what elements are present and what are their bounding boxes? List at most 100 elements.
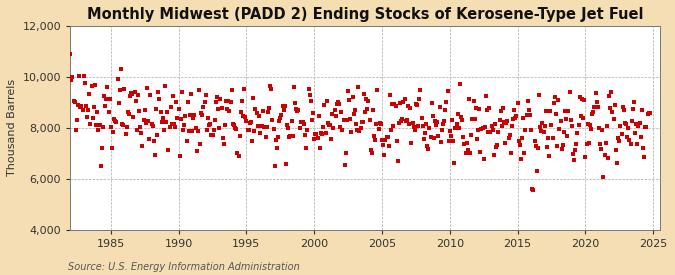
Point: [320, 131, 331, 135]
Point: [382, 135, 393, 140]
Point: [240, 114, 250, 119]
Point: [163, 148, 174, 153]
Point: [283, 126, 294, 131]
Point: [588, 110, 599, 115]
Point: [236, 109, 246, 114]
Point: [435, 139, 446, 144]
Point: [486, 124, 497, 128]
Point: [418, 136, 429, 141]
Point: [198, 104, 209, 109]
Point: [383, 144, 394, 148]
Point: [447, 118, 458, 122]
Point: [110, 119, 121, 123]
Point: [232, 151, 243, 155]
Point: [412, 103, 423, 107]
Point: [296, 120, 307, 124]
Point: [580, 155, 591, 159]
Point: [506, 151, 516, 155]
Point: [316, 131, 327, 135]
Point: [350, 122, 361, 126]
Point: [318, 125, 329, 130]
Point: [243, 128, 254, 132]
Point: [368, 108, 379, 112]
Point: [360, 97, 371, 101]
Point: [291, 107, 302, 111]
Point: [437, 122, 448, 127]
Point: [249, 129, 260, 134]
Point: [197, 113, 208, 117]
Point: [524, 113, 535, 118]
Point: [78, 74, 89, 78]
Point: [99, 94, 109, 98]
Point: [474, 106, 485, 111]
Point: [72, 118, 82, 123]
Point: [153, 90, 163, 95]
Point: [409, 128, 420, 132]
Point: [214, 126, 225, 131]
Point: [344, 98, 354, 102]
Point: [340, 163, 350, 167]
Point: [315, 145, 325, 150]
Point: [439, 119, 450, 123]
Point: [256, 124, 267, 129]
Point: [457, 118, 468, 122]
Point: [333, 102, 344, 106]
Point: [536, 129, 547, 133]
Point: [66, 78, 77, 82]
Point: [454, 82, 465, 87]
Point: [140, 121, 151, 126]
Point: [84, 91, 95, 96]
Point: [146, 121, 157, 126]
Point: [371, 122, 382, 126]
Point: [578, 116, 589, 120]
Point: [562, 134, 572, 138]
Point: [622, 135, 632, 139]
Point: [230, 125, 240, 130]
Point: [633, 124, 644, 128]
Point: [85, 122, 96, 127]
Point: [184, 112, 195, 117]
Point: [273, 135, 284, 139]
Point: [311, 132, 322, 137]
Point: [187, 128, 198, 133]
Point: [373, 127, 384, 131]
Point: [431, 123, 441, 128]
Point: [487, 128, 498, 133]
Point: [377, 138, 387, 142]
Point: [128, 115, 139, 119]
Point: [452, 112, 463, 116]
Point: [269, 164, 280, 169]
Point: [86, 83, 97, 88]
Point: [181, 139, 192, 144]
Point: [402, 103, 413, 108]
Point: [165, 104, 176, 109]
Point: [256, 124, 267, 128]
Point: [481, 94, 491, 98]
Point: [589, 105, 600, 109]
Point: [408, 125, 419, 130]
Point: [92, 110, 103, 114]
Point: [516, 157, 526, 161]
Point: [466, 133, 477, 137]
Point: [625, 142, 636, 146]
Point: [422, 144, 433, 148]
Point: [279, 104, 290, 109]
Point: [369, 134, 379, 138]
Point: [385, 128, 396, 132]
Point: [493, 130, 504, 134]
Point: [306, 118, 317, 123]
Point: [191, 149, 202, 154]
Point: [563, 109, 574, 113]
Point: [261, 125, 272, 129]
Point: [325, 123, 335, 128]
Point: [331, 101, 342, 106]
Point: [583, 141, 594, 146]
Point: [329, 108, 340, 112]
Point: [176, 117, 186, 121]
Point: [519, 151, 530, 155]
Point: [95, 163, 106, 168]
Point: [608, 117, 619, 121]
Point: [139, 108, 150, 112]
Point: [571, 142, 582, 146]
Point: [152, 132, 163, 137]
